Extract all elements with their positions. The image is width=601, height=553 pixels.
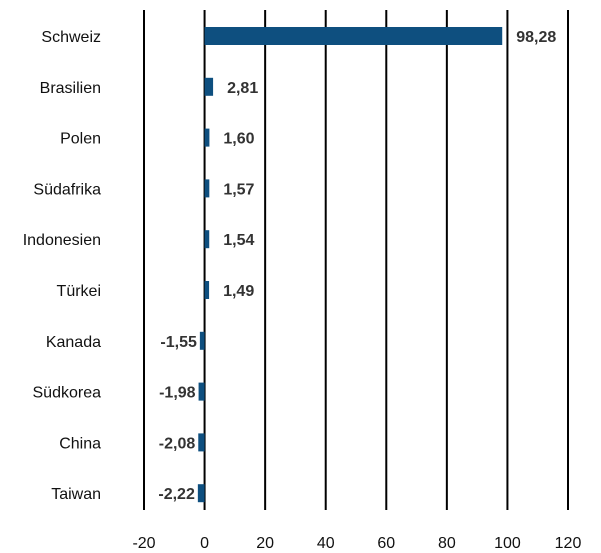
category-label: Türkei: [57, 283, 101, 300]
category-label: Kanada: [46, 334, 101, 351]
value-label: 1,54: [223, 232, 254, 249]
x-tick-label: 100: [494, 535, 521, 552]
value-label: 98,28: [516, 29, 556, 46]
bar: [204, 77, 214, 96]
value-labels: 98,28 2,81 1,60 1,57 1,54 1,49 -1,55 -1,98 -2,08…: [158, 29, 556, 503]
bar: [204, 281, 210, 299]
x-tick-label: -20: [132, 535, 155, 552]
x-tick-label: 40: [317, 535, 335, 552]
category-label: Brasilien: [40, 80, 101, 97]
bar: [204, 27, 503, 45]
x-tick-label: 80: [438, 535, 456, 552]
value-label: -1,98: [159, 385, 196, 402]
value-label: -1,55: [160, 334, 197, 351]
bar: [204, 230, 210, 249]
x-tick-label: 20: [256, 535, 274, 552]
value-label: 2,81: [227, 80, 258, 97]
bar: [198, 382, 205, 401]
value-label: 1,49: [223, 283, 254, 300]
x-tick-label: 120: [555, 535, 582, 552]
bar: [197, 484, 205, 503]
value-label: 1,57: [223, 181, 254, 198]
category-labels: Schweiz Brasilien Polen Südafrika Indonesien…: [23, 29, 101, 503]
category-label: Polen: [60, 131, 101, 148]
category-label: Schweiz: [41, 29, 101, 46]
category-label: China: [59, 435, 101, 452]
category-label: Südafrika: [33, 181, 101, 198]
bar: [199, 331, 205, 350]
value-label: -2,22: [158, 486, 195, 503]
category-label: Taiwan: [51, 486, 101, 503]
x-axis-tick-labels: -20 0 20 40 60 80 100 120: [132, 535, 581, 552]
category-label: Indonesien: [23, 232, 101, 249]
value-label: -2,08: [159, 435, 196, 452]
bars: [197, 27, 503, 503]
x-tick-label: 0: [200, 535, 209, 552]
category-label: Südkorea: [33, 385, 102, 402]
x-tick-label: 60: [377, 535, 395, 552]
bar: [204, 128, 210, 147]
bar: [198, 433, 205, 452]
bar: [204, 179, 210, 198]
value-label: 1,60: [223, 131, 254, 148]
